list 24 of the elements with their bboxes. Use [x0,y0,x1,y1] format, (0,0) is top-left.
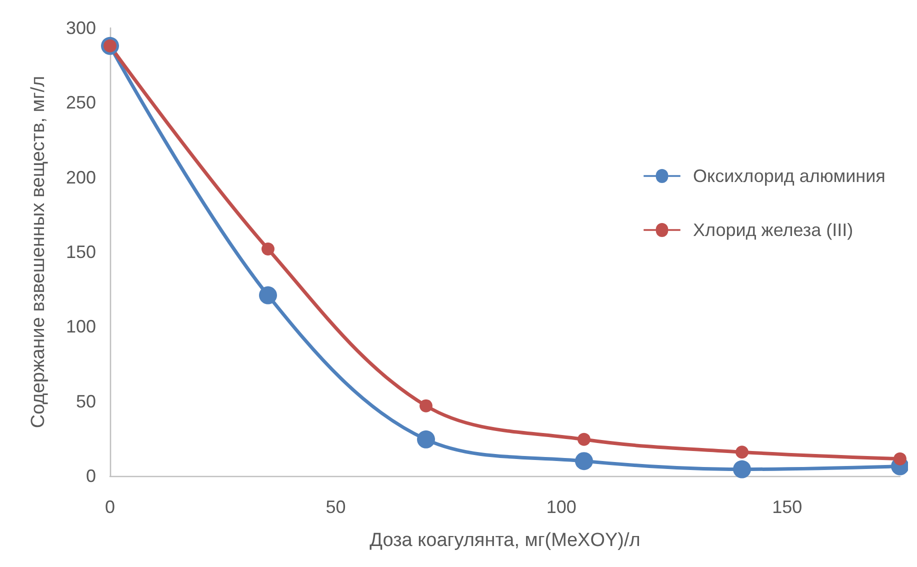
point [262,242,274,256]
y-tick-label: 50 [76,391,96,412]
y-tick-label: 0 [86,466,96,486]
point [575,452,593,470]
point [736,446,748,459]
x-tick-label: 100 [546,497,576,517]
x-tick-label: 0 [104,497,116,517]
point [733,460,751,478]
x-tick-label: 50 [326,497,346,517]
y-tick-label: 300 [66,18,96,38]
y-axis-title: Содержание взвешенных веществ, мг/л [28,76,49,428]
point [417,430,435,448]
y-tick-label: 100 [66,316,96,337]
x-tick-label: 150 [772,497,802,517]
point [578,432,590,446]
point [259,286,277,304]
legend-label: Хлорид железа (III) [693,220,854,240]
y-tick-label: 150 [66,242,96,262]
legend-label: Оксихлорид алюминия [693,166,886,186]
point [894,452,906,466]
y-tick-label: 200 [66,167,96,188]
x-axis-title: Доза коагулянта, мг(MeXOY)/л [370,530,640,551]
point [420,399,432,412]
y-tick-label: 250 [66,92,96,113]
